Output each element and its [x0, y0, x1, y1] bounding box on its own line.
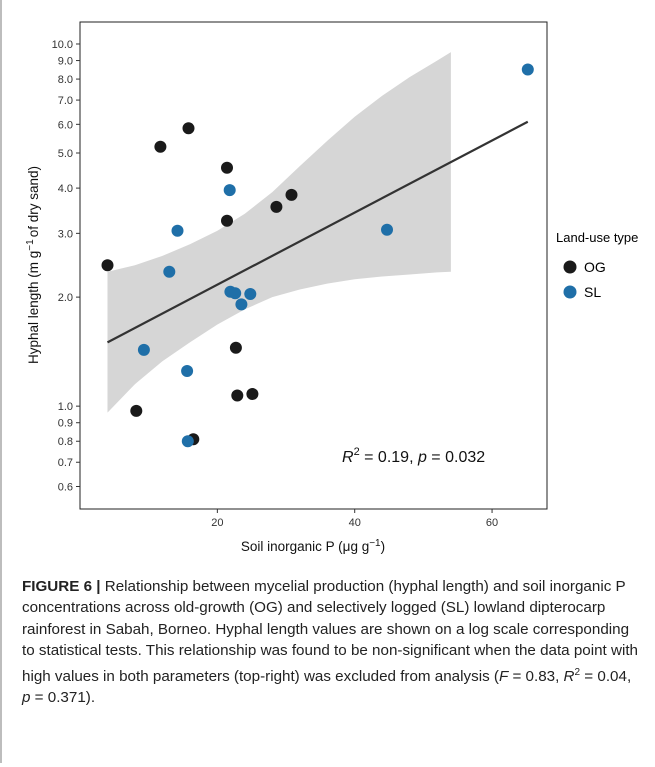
- stats-annotation: R2 = 0.19, p = 0.032: [342, 446, 485, 466]
- y-axis-title: Hyphal length (m g−1 of dry sand): [25, 166, 41, 364]
- annot-p-rest: = 0.032: [427, 449, 485, 466]
- legend: Land-use type OG SL: [556, 230, 638, 300]
- annot-p: p: [417, 449, 427, 466]
- legend-label-og: OG: [584, 259, 606, 275]
- y-axis-title-main: Hyphal length (m g: [26, 251, 41, 364]
- caption-f-rest: = 0.83,: [508, 667, 564, 685]
- point-sl-1: [163, 265, 176, 278]
- plot-panel: [79, 21, 548, 510]
- x-axis-title-sup: −1: [369, 538, 381, 549]
- y-tick-label: 4.0: [58, 183, 73, 195]
- annot-r-rest: = 0.19,: [360, 449, 418, 466]
- point-sl-5: [223, 184, 236, 197]
- y-tick-label: 0.7: [58, 457, 73, 469]
- point-sl-2: [171, 224, 184, 237]
- figure-caption: FIGURE 6 | Relationship between mycelial…: [22, 576, 642, 709]
- caption-f: F: [498, 667, 509, 685]
- point-og-7: [229, 341, 242, 354]
- legend-label-sl: SL: [584, 284, 601, 300]
- point-og-9: [246, 388, 259, 400]
- x-tick-label: 20: [211, 517, 223, 529]
- caption-r-sup: 2: [574, 666, 581, 678]
- y-axis: 0.6 0.7 0.8 0.9 1.0 2.0 3.0 4.0 5.0 6.0 7.0 8.0 9.0 1…: [52, 39, 80, 493]
- annot-r-sup: 2: [354, 446, 360, 458]
- y-tick-label: 8.0: [58, 74, 73, 86]
- x-tick-label: 60: [486, 517, 498, 529]
- point-og-8: [231, 389, 244, 402]
- point-og-11: [285, 188, 298, 201]
- y-tick-label: 0.8: [58, 436, 73, 448]
- caption-r: R: [563, 667, 575, 685]
- point-sl-3: [181, 365, 194, 377]
- y-tick-label: 0.9: [58, 418, 73, 430]
- y-axis-title-end: of dry sand): [26, 166, 41, 237]
- point-og-0: [101, 259, 114, 272]
- y-tick-label: 3.0: [58, 228, 73, 240]
- point-sl-7: [229, 287, 242, 300]
- y-tick-label: 1.0: [58, 401, 73, 413]
- y-tick-label: 6.0: [58, 119, 73, 131]
- caption-lead: FIGURE 6 |: [22, 578, 101, 595]
- annot-r: R: [342, 449, 354, 466]
- caption-p-rest: = 0.371).: [30, 689, 96, 707]
- confidence-band: [107, 52, 451, 413]
- point-og-3: [182, 122, 195, 135]
- x-axis-title-main: Soil inorganic P (μg g: [241, 539, 369, 554]
- caption-r-rest: = 0.04,: [580, 667, 632, 685]
- scatter-chart: 20 40 60 0.6 0.7 0.8 0.9 1.0 2.0 3.0 4.0 5.0 6.0 7.0…: [25, 21, 638, 554]
- caption-text: Relationship between mycelial production…: [22, 578, 639, 685]
- point-og-5: [221, 161, 233, 174]
- point-sl-0: [137, 343, 150, 356]
- y-tick-label: 0.6: [58, 481, 73, 493]
- point-sl-11: [521, 63, 534, 76]
- left-rule: [0, 0, 2, 763]
- caption-p: p: [22, 689, 31, 707]
- y-tick-label: 2.0: [58, 292, 73, 304]
- legend-swatch-sl: [563, 285, 577, 299]
- y-tick-label: 7.0: [58, 95, 73, 107]
- point-og-6: [221, 214, 233, 227]
- x-axis-title: Soil inorganic P (μg g−1): [241, 538, 385, 554]
- x-tick-label: 40: [349, 517, 361, 529]
- point-og-1: [130, 404, 143, 417]
- regression-line: [106, 120, 529, 344]
- point-sl-4: [181, 435, 194, 448]
- legend-swatch-og: [563, 260, 577, 274]
- y-tick-label: 10.0: [52, 39, 73, 51]
- data-points: [101, 63, 534, 448]
- point-sl-9: [244, 288, 257, 300]
- y-tick-label: 5.0: [58, 148, 73, 160]
- x-axis: 20 40 60: [211, 509, 498, 529]
- y-axis-title-sup: −1: [25, 239, 36, 251]
- point-sl-10: [381, 223, 393, 236]
- x-axis-title-end: ): [381, 539, 386, 554]
- point-sl-8: [235, 298, 248, 311]
- legend-title: Land-use type: [556, 230, 638, 245]
- panel-border: [79, 21, 548, 510]
- point-og-2: [154, 140, 167, 153]
- y-tick-label: 9.0: [58, 56, 73, 68]
- point-og-10: [270, 200, 283, 213]
